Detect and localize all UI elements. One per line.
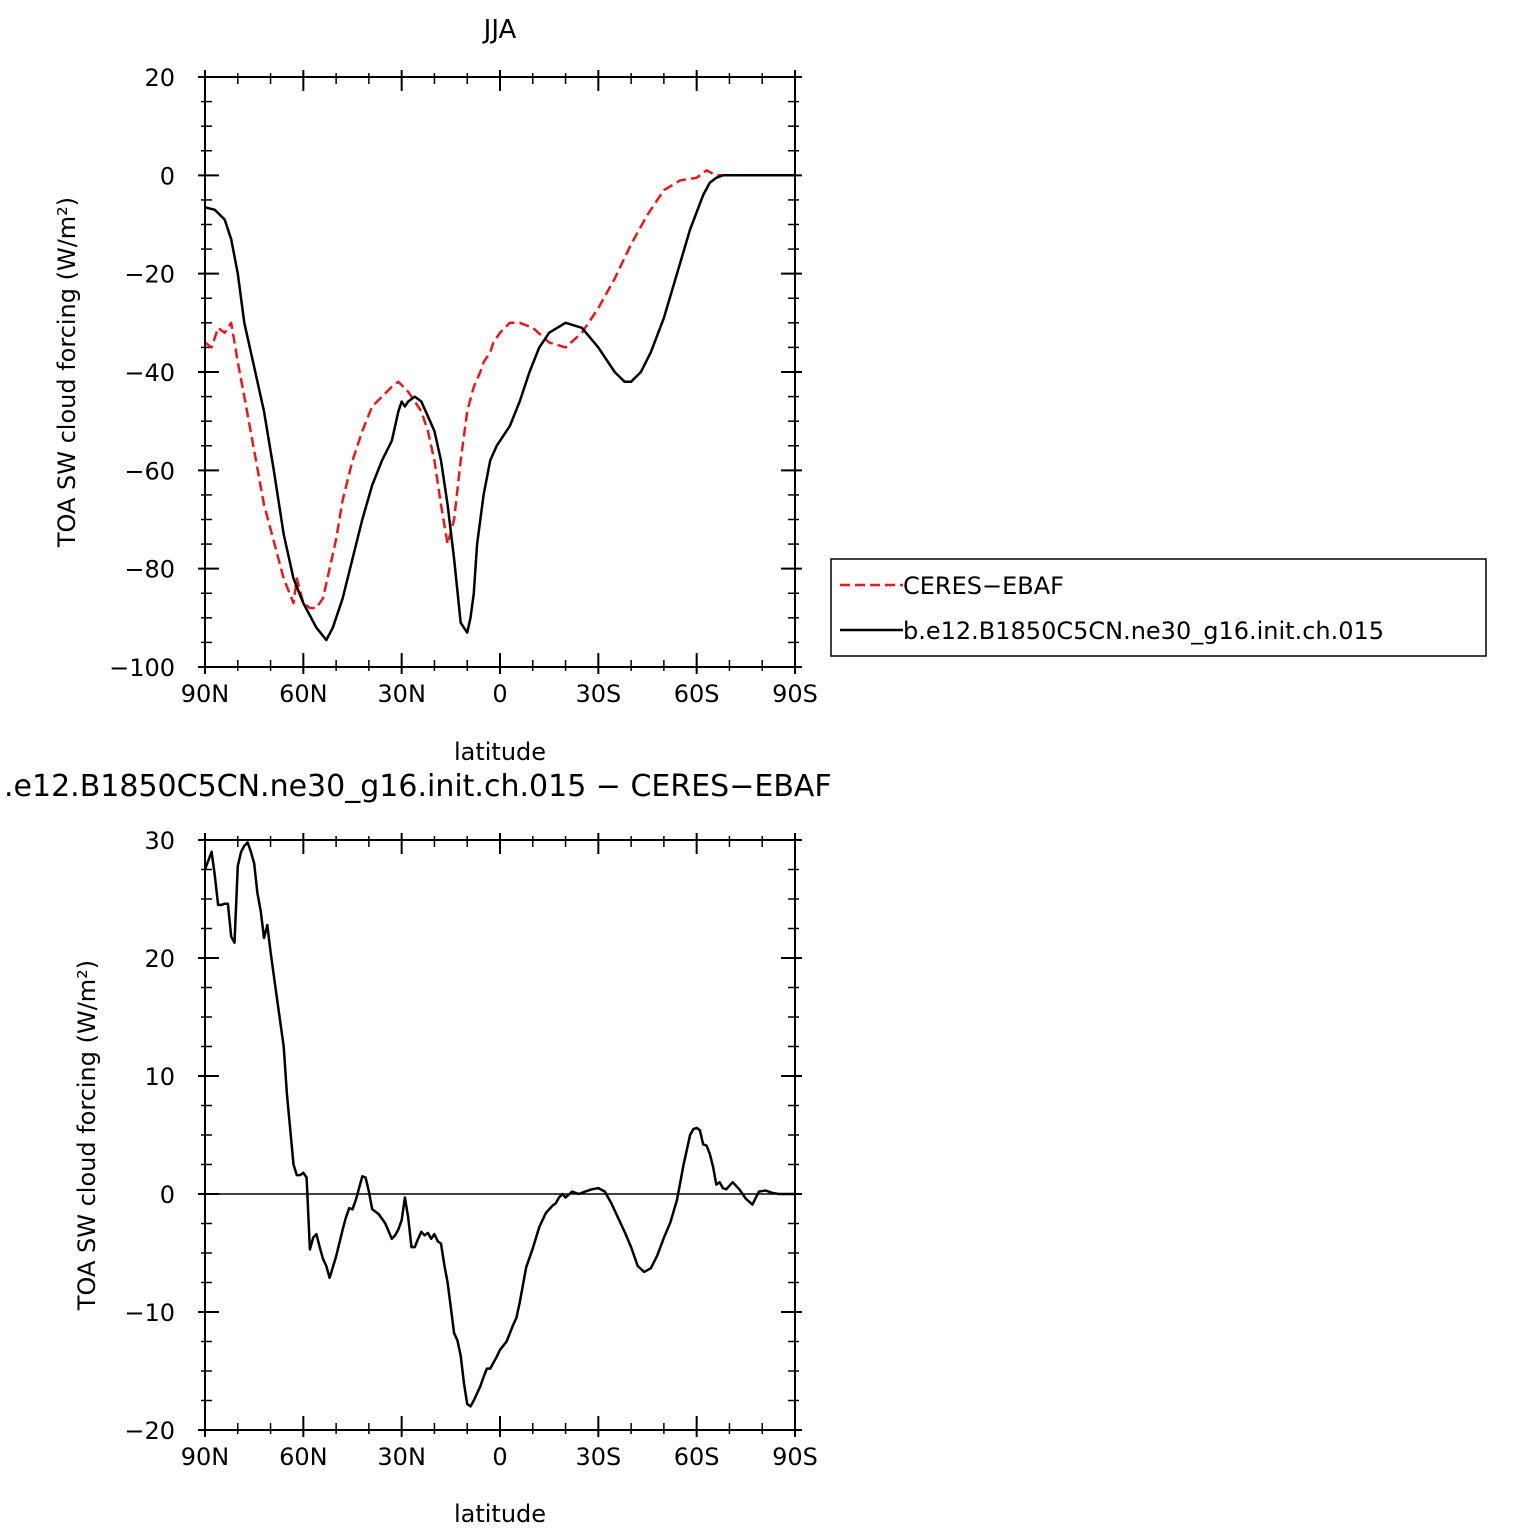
x-tick-label: 30N [377,1443,426,1471]
bottom-panel: .e12.B1850C5CN.ne30_g16.init.ch.015 − CE… [4,769,832,1528]
y-tick-label: −80 [124,556,175,584]
bottom-plot-frame [204,839,796,1431]
y-tick-label: 0 [160,162,175,190]
y-tick-label: −60 [124,457,175,485]
top-x-axis-label: latitude [454,738,546,766]
y-tick-label: −20 [124,1417,175,1445]
x-tick-label: 30N [377,680,426,708]
x-tick-label: 30S [575,680,621,708]
x-tick-label: 90N [181,1443,230,1471]
top-series-lines [204,169,795,642]
x-tick-label: 60S [674,680,720,708]
x-tick-label: 60N [279,1443,328,1471]
y-tick-label: −40 [124,359,175,387]
top-plot-frame [204,76,796,668]
bottom-x-axis-label: latitude [454,1500,546,1528]
legend-label-ceres: CERES−EBAF [903,572,1064,600]
series-line-model [203,841,795,1408]
top-y-axis-label: TOA SW cloud forcing (W/m²) [53,197,81,548]
x-tick-label: 60N [279,680,328,708]
top-chart-title: JJA [482,15,517,45]
top-ticks: 90N 60N 30N 0 30S 60S 90S 20 0 −20 −40 −60 −80 −100 [109,64,818,708]
bottom-series-lines [203,841,795,1408]
y-tick-label: 30 [144,827,175,855]
x-tick-label: 90N [181,680,230,708]
bottom-chart-title: .e12.B1850C5CN.ne30_g16.init.ch.015 − CE… [4,769,832,804]
y-tick-label: 20 [144,945,175,973]
x-tick-label: 0 [492,1443,507,1471]
x-tick-label: 0 [492,680,507,708]
bottom-y-axis-label: TOA SW cloud forcing (W/m²) [73,960,101,1311]
series-line-model [204,174,795,642]
top-panel: JJA 90N 60N 30N 0 30S 60S 90S 20 0 −20 −40 −60 −80 −1… [53,15,1487,766]
bottom-ticks: 90N 60N 30N 0 30S 60S 90S 30 20 10 0 −10 −20 [124,827,818,1471]
y-tick-label: 20 [144,64,175,92]
y-tick-label: −20 [124,261,175,289]
legend-box [830,558,1487,657]
y-tick-label: 0 [160,1181,175,1209]
x-tick-label: 60S [674,1443,720,1471]
x-tick-label: 90S [772,1443,818,1471]
y-tick-label: −10 [124,1299,175,1327]
x-tick-label: 90S [772,680,818,708]
y-tick-label: −100 [109,654,175,682]
legend: CERES−EBAF b.e12.B1850C5CN.ne30_g16.init… [830,558,1487,657]
y-tick-label: 10 [144,1063,175,1091]
series-line-ceres-ebaf [204,169,795,610]
x-tick-label: 30S [575,1443,621,1471]
legend-label-model: b.e12.B1850C5CN.ne30_g16.init.ch.015 [903,617,1384,645]
